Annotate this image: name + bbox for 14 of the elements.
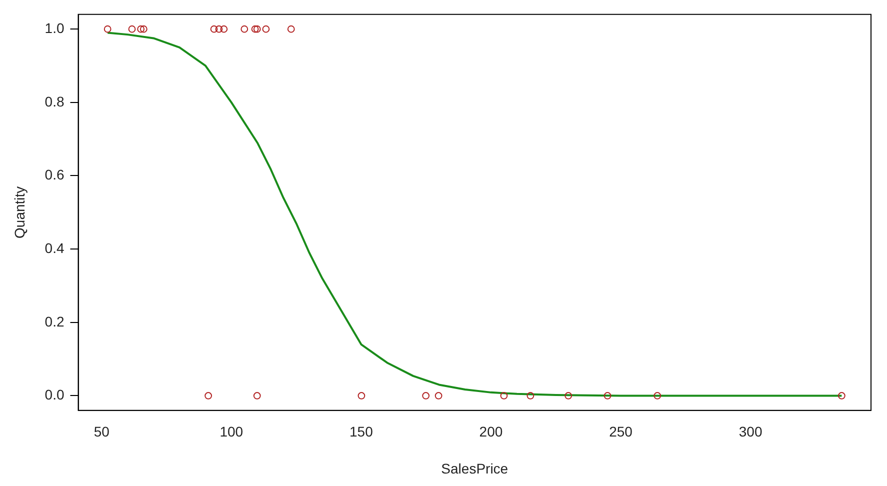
y-axis-title: Quantity bbox=[11, 186, 28, 238]
y-tick-label: 0.2 bbox=[44, 313, 64, 330]
y-tick-label: 0.8 bbox=[44, 93, 64, 110]
y-tick-label: 0.4 bbox=[44, 240, 64, 256]
x-tick-label: 300 bbox=[738, 424, 762, 440]
y-tick-label: 0.6 bbox=[44, 166, 64, 183]
x-tick-label: 150 bbox=[350, 424, 374, 440]
x-tick-label: 250 bbox=[609, 424, 633, 440]
y-tick-label: 0.0 bbox=[44, 386, 64, 403]
x-tick-label: 50 bbox=[94, 424, 110, 440]
x-tick-label: 100 bbox=[220, 424, 244, 440]
y-tick-label: 1.0 bbox=[44, 20, 64, 36]
x-tick-label: 200 bbox=[479, 424, 503, 440]
x-axis-title: SalesPrice bbox=[441, 460, 508, 476]
